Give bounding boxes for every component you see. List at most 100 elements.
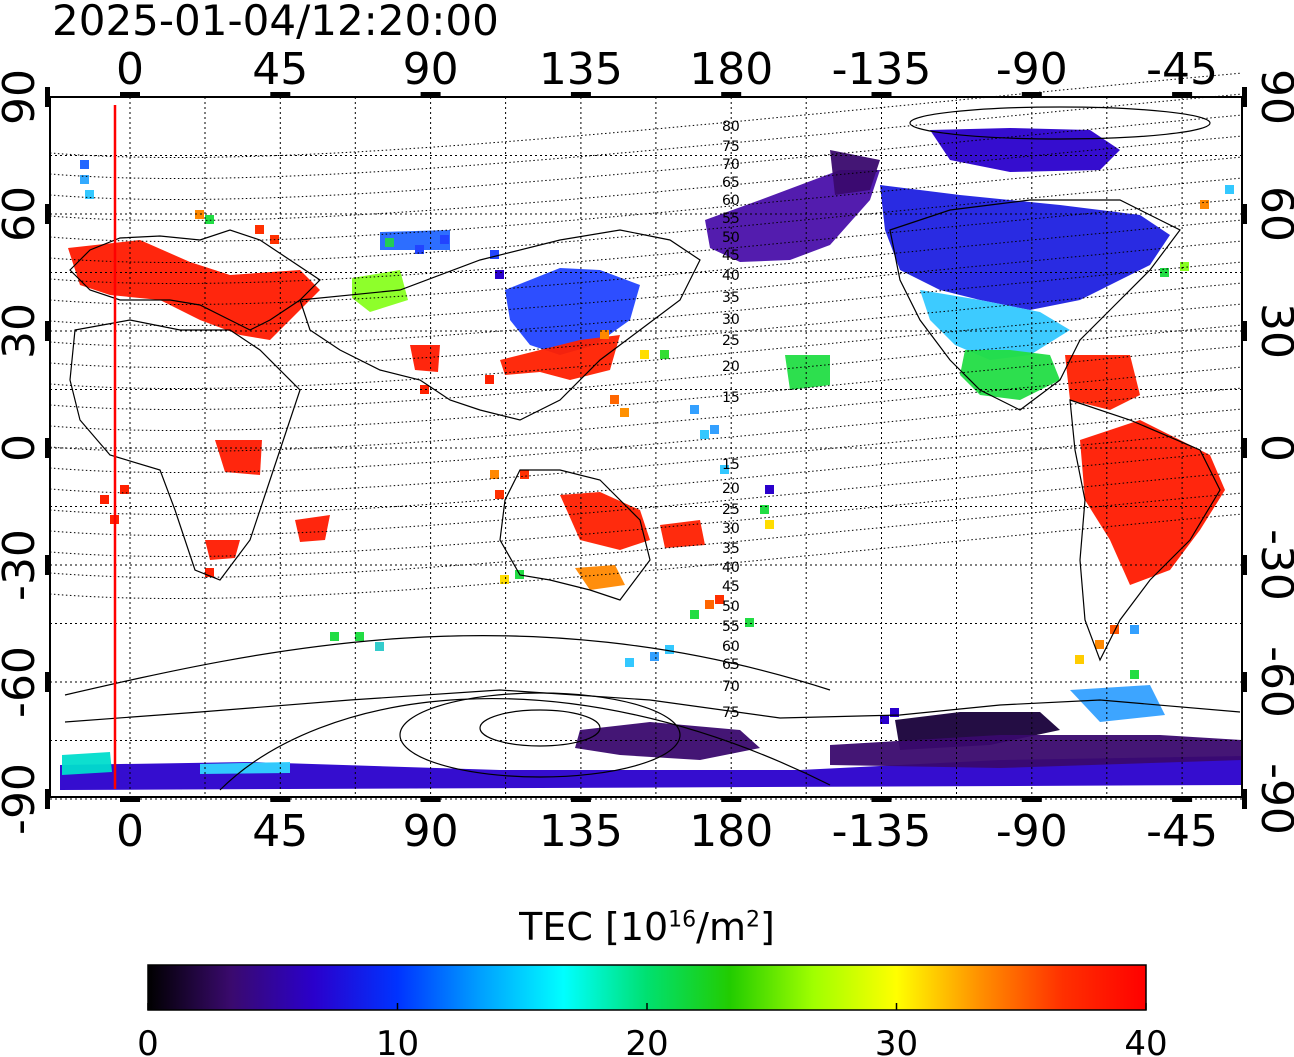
- contour-label: 35: [722, 290, 740, 306]
- top-longitude-label: 135: [539, 44, 623, 95]
- magnetic-latitude-contour: [49, 72, 1243, 158]
- axis-tick-bottom: [420, 797, 441, 802]
- tec-data-point: [1110, 625, 1119, 634]
- axis-tick-right: [1242, 438, 1247, 458]
- magnetic-latitude-contour: [49, 513, 1243, 599]
- axis-tick-right: [1242, 555, 1247, 575]
- tec-data-point: [600, 330, 609, 339]
- colorbar-title: TEC [1016/m2]: [519, 905, 775, 949]
- axis-tick-left: [45, 321, 50, 341]
- tec-data-point: [120, 485, 129, 494]
- right-latitude-label: -60: [1251, 646, 1294, 718]
- tec-data-point: [195, 210, 204, 219]
- tec-data-point: [880, 715, 889, 724]
- bottom-longitude-label: 90: [403, 806, 459, 857]
- axis-tick-left: [45, 204, 50, 224]
- coastline: [499, 469, 651, 601]
- tec-data-patch: [920, 290, 1070, 360]
- tec-data-point: [665, 645, 674, 654]
- magnetic-latitude-contour: [49, 156, 1243, 242]
- axis-tick-right: [1242, 87, 1247, 107]
- axis-tick-left: [45, 438, 50, 458]
- coastline: [69, 319, 301, 581]
- axis-tick-top: [420, 92, 441, 97]
- tec-data-point: [760, 505, 769, 514]
- axis-tick-right: [1242, 204, 1247, 224]
- magnetic-latitude-contour: [49, 135, 1243, 221]
- axis-tick-bottom: [120, 797, 140, 802]
- contour-label: 75: [722, 139, 740, 155]
- bottom-longitude-label: 180: [689, 806, 773, 857]
- magnetic-latitude-contour: [49, 282, 1243, 368]
- tec-data-point: [745, 618, 754, 627]
- right-latitude-label: -90: [1251, 763, 1294, 835]
- magnetic-contour-south: [479, 709, 601, 747]
- magnetic-contour-south: [64, 635, 831, 696]
- top-longitude-label: 0: [116, 44, 144, 95]
- bottom-longitude-label: -90: [996, 806, 1068, 857]
- contour-label: 65: [722, 175, 740, 191]
- tec-data-point: [375, 642, 384, 651]
- tec-data-patch: [380, 230, 450, 250]
- tec-data-point: [625, 658, 634, 667]
- contour-label: 75: [722, 705, 740, 721]
- contour-label: 50: [722, 599, 740, 615]
- left-latitude-label: 0: [0, 434, 45, 462]
- tec-data-point: [890, 708, 899, 717]
- bottom-longitude-label: 0: [116, 806, 144, 857]
- contour-label: 60: [722, 193, 740, 209]
- tec-data-point: [1225, 185, 1234, 194]
- axis-tick-right: [1242, 672, 1247, 692]
- bottom-longitude-label: -45: [1146, 806, 1218, 857]
- tec-data-point: [660, 350, 669, 359]
- colorbar: [147, 964, 1147, 1011]
- contour-label: 35: [722, 541, 740, 557]
- axis-tick-top: [721, 92, 742, 97]
- magnetic-latitude-contour: [49, 387, 1243, 473]
- tec-data-patch: [62, 752, 112, 775]
- contour-label: 20: [722, 481, 740, 497]
- tec-data-point: [640, 350, 649, 359]
- magnetic-latitude-contour: [49, 93, 1243, 179]
- axis-tick-top: [270, 92, 291, 97]
- tec-data-patch: [215, 440, 262, 475]
- magnetic-latitude-contour: [49, 114, 1243, 200]
- magnetic-latitude-contour: [49, 219, 1243, 305]
- axis-tick-bottom: [721, 797, 742, 802]
- axis-tick-bottom: [570, 797, 591, 802]
- tec-data-patch: [830, 735, 1242, 768]
- axis-tick-top: [871, 92, 892, 97]
- contour-label: 80: [722, 119, 740, 135]
- tec-data-point: [1095, 640, 1104, 649]
- coastline: [69, 229, 321, 331]
- right-latitude-label: -30: [1251, 529, 1294, 601]
- right-latitude-label: 0: [1251, 434, 1294, 462]
- tec-data-point: [650, 652, 659, 661]
- magnetic-contour-south: [399, 692, 681, 778]
- contour-label: 25: [722, 502, 740, 518]
- tec-data-point: [1075, 655, 1084, 664]
- tec-data-point: [705, 600, 714, 609]
- axis-tick-left: [45, 672, 50, 692]
- tec-data-point: [490, 470, 499, 479]
- tec-data-patch: [785, 355, 830, 390]
- contour-label: 70: [722, 679, 740, 695]
- contour-label: 60: [722, 639, 740, 655]
- magnetic-latitude-contour: [49, 345, 1243, 431]
- tec-data-point: [1130, 670, 1139, 679]
- tec-data-patch: [880, 185, 1170, 310]
- tec-data-point: [720, 465, 729, 474]
- tec-data-patch: [500, 335, 620, 380]
- tec-data-point: [440, 235, 449, 244]
- tec-data-point: [205, 215, 214, 224]
- left-latitude-label: 90: [0, 69, 45, 125]
- axis-tick-left: [45, 789, 50, 809]
- left-latitude-label: -30: [0, 529, 45, 601]
- contour-label: 45: [722, 248, 740, 264]
- tec-data-patch: [410, 345, 440, 372]
- tec-data-point: [500, 575, 509, 584]
- tec-data-point: [495, 270, 504, 279]
- tec-data-point: [420, 385, 429, 394]
- axis-tick-top: [120, 92, 140, 97]
